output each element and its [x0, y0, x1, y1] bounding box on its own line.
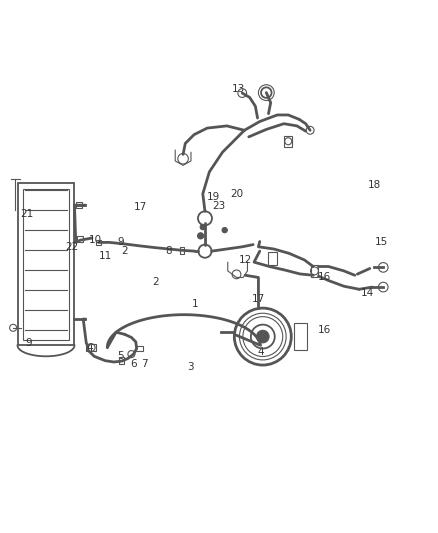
Text: 14: 14 [361, 288, 374, 298]
Bar [136, 346, 142, 351]
Text: 6: 6 [130, 359, 137, 369]
Bar [86, 344, 96, 351]
Text: 20: 20 [230, 189, 243, 199]
Text: 2: 2 [152, 277, 159, 287]
Text: 1: 1 [191, 298, 198, 309]
Text: 15: 15 [374, 237, 388, 247]
Bar [76, 202, 82, 208]
Circle shape [198, 233, 204, 239]
Text: 22: 22 [65, 242, 78, 252]
Text: 4: 4 [257, 347, 264, 357]
Text: 19: 19 [207, 192, 220, 203]
Bar [268, 252, 277, 265]
Bar [18, 183, 74, 345]
Bar [311, 265, 318, 277]
Text: 13: 13 [232, 84, 245, 94]
Bar [119, 357, 124, 364]
Circle shape [200, 224, 205, 230]
Text: 12: 12 [239, 255, 252, 265]
Text: 18: 18 [368, 181, 381, 190]
Circle shape [222, 228, 227, 233]
Circle shape [257, 330, 269, 343]
Text: 17: 17 [134, 203, 147, 212]
Bar [23, 189, 69, 340]
Bar [180, 247, 184, 254]
Bar [77, 237, 83, 242]
Text: 2: 2 [121, 246, 128, 256]
Text: 3: 3 [187, 362, 194, 372]
Text: 11: 11 [99, 251, 112, 261]
Bar [95, 239, 102, 245]
Text: 7: 7 [141, 359, 148, 369]
Text: 4: 4 [86, 343, 93, 352]
Text: 17: 17 [252, 294, 265, 304]
Bar [294, 324, 307, 350]
Text: 9: 9 [25, 338, 32, 348]
Text: 16: 16 [318, 325, 331, 335]
Text: 8: 8 [165, 246, 172, 256]
Text: 23: 23 [212, 201, 226, 212]
Text: 9: 9 [117, 237, 124, 247]
Text: 21: 21 [21, 209, 34, 219]
Text: 5: 5 [117, 351, 124, 361]
Bar [284, 135, 292, 147]
Text: 10: 10 [89, 235, 102, 245]
Text: 16: 16 [318, 272, 331, 282]
